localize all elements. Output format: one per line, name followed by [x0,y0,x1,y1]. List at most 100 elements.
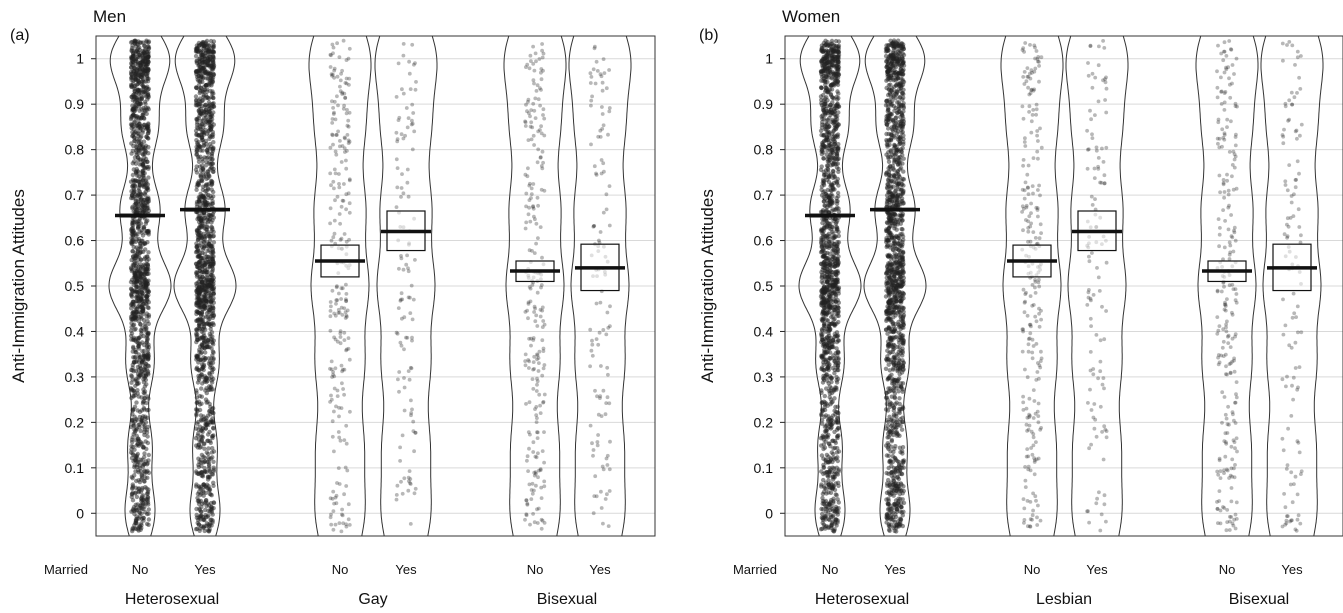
data-point [133,209,138,215]
data-point [408,311,413,315]
data-point [207,344,212,350]
data-point [129,474,134,480]
data-point [836,194,841,199]
data-point [600,464,605,469]
data-point [339,204,344,209]
data-point [836,166,841,172]
data-point [197,87,202,92]
data-point [134,433,139,439]
data-point [597,330,602,335]
data-point [142,479,147,484]
data-point [199,513,204,518]
data-point [537,361,541,365]
data-point [827,155,832,160]
data-point [820,433,825,438]
y-tick-label: 0.5 [65,278,85,294]
data-point [527,336,531,341]
data-point [145,240,150,245]
married-axis-label: Married [44,562,88,577]
data-point [129,141,134,146]
data-point [819,506,824,512]
data-point [595,69,600,73]
data-point [607,223,612,228]
data-point [830,186,836,191]
data-point [394,497,399,502]
data-point [337,182,341,186]
data-point [330,419,335,424]
data-point [131,355,136,360]
data-point [596,342,601,347]
data-point [342,232,347,236]
data-point [141,461,146,466]
data-point [339,71,343,76]
data-point [539,496,544,500]
data-point [200,63,206,68]
data-point [600,88,605,93]
data-point [139,525,144,531]
data-point [411,419,416,424]
data-point [818,94,824,99]
data-point [200,194,206,199]
data-point [133,428,138,433]
data-point [328,145,333,150]
data-point [537,392,542,397]
data-point [411,297,416,302]
data-point [588,81,593,85]
data-point [527,400,532,405]
data-point [607,489,612,493]
data-point [208,127,214,132]
data-point [333,495,338,500]
data-point [134,417,140,423]
data-point [831,337,836,343]
data-point [822,144,828,149]
data-point [410,118,414,123]
data-point [145,262,150,268]
data-point [146,122,151,127]
data-point [141,90,146,95]
data-point [206,309,211,314]
data-point [530,249,534,253]
data-point [410,317,415,322]
data-point [826,336,831,341]
data-point [130,507,136,512]
data-point [137,218,142,223]
data-point [199,463,204,469]
data-point [523,120,528,125]
data-point [131,393,136,398]
data-point [590,94,594,99]
data-point [130,254,136,259]
data-point [542,484,547,489]
data-point [204,254,209,260]
data-point [538,411,543,415]
data-point [397,389,401,394]
data-point [133,198,138,204]
data-point [526,212,531,217]
data-point [828,306,834,311]
data-point [207,486,212,491]
data-point [335,298,340,302]
data-point [130,498,136,503]
data-point [143,510,148,515]
data-point [337,55,342,59]
data-point [143,439,148,444]
data-point [410,335,414,340]
data-point [141,158,146,163]
data-point [834,387,839,392]
data-point [823,234,828,239]
data-point [139,197,144,202]
data-point [407,59,411,64]
data-point [347,523,352,527]
data-point [410,147,415,152]
data-point [835,360,841,365]
data-point [133,275,138,280]
data-point [540,166,545,171]
data-point [541,366,546,371]
data-point [197,275,202,280]
data-point [331,489,336,494]
data-point [535,382,539,387]
data-point [137,115,142,121]
data-point [535,436,540,440]
data-point [139,305,144,310]
data-point [138,365,144,371]
data-point [601,123,606,128]
